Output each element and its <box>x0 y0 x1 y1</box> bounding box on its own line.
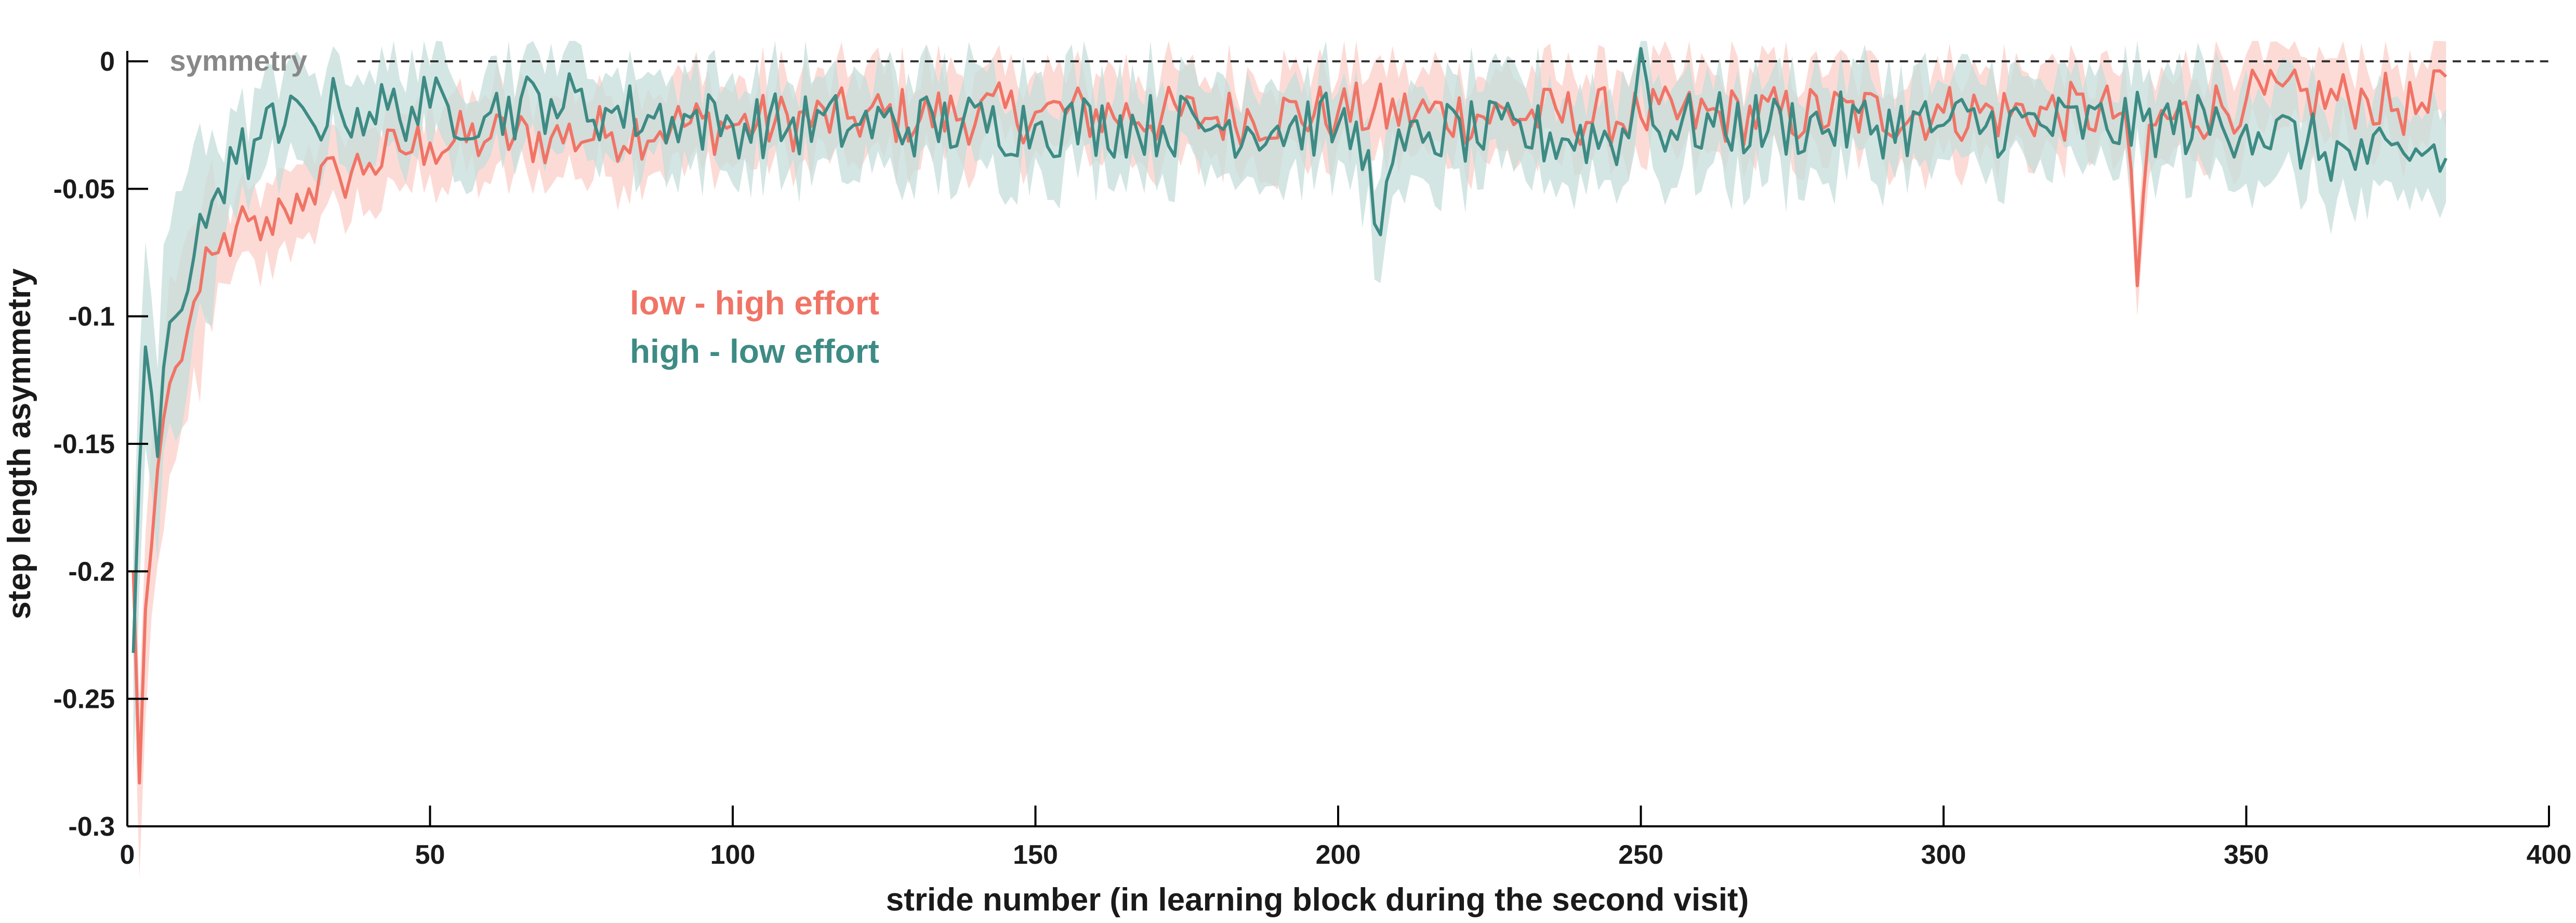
legend-item-low-high-effort: low - high effort <box>630 284 879 322</box>
legend: low - high effort high - low effort <box>630 284 879 370</box>
symmetry-label: symmetry <box>170 44 308 77</box>
line-series-1 <box>131 47 2448 653</box>
x-tick-label: 250 <box>1618 840 1663 870</box>
x-tick-label: 300 <box>1921 840 1966 870</box>
x-tick-label: 100 <box>710 840 756 870</box>
y-tick-label: -0.2 <box>68 557 115 587</box>
confidence-bands <box>133 41 2446 878</box>
x-tick-label: 50 <box>415 840 445 870</box>
axes: 0 50 100 150 200 250 300 350 400 0 -0.05 -0.1 -0.15 -… <box>53 47 2571 870</box>
x-tick-label: 350 <box>2224 840 2269 870</box>
y-axis-title: step length asymmetry <box>2 268 37 619</box>
x-tick-label: 200 <box>1316 840 1361 870</box>
x-tick-label: 400 <box>2527 840 2572 870</box>
y-tick-label: -0.1 <box>68 302 115 332</box>
x-tick-label: 150 <box>1013 840 1058 870</box>
y-tick-label: 0 <box>100 47 115 77</box>
x-tick-label: 0 <box>120 840 135 870</box>
x-axis-title: stride number (in learning block during … <box>886 882 1749 918</box>
y-tick-label: -0.3 <box>68 812 115 842</box>
y-tick-label: -0.15 <box>53 429 115 459</box>
line-series-0 <box>131 68 2447 785</box>
y-tick-label: -0.05 <box>53 174 115 204</box>
y-tick-label: -0.25 <box>53 684 115 715</box>
legend-item-high-low-effort: high - low effort <box>630 333 879 370</box>
series-lines <box>131 47 2448 785</box>
